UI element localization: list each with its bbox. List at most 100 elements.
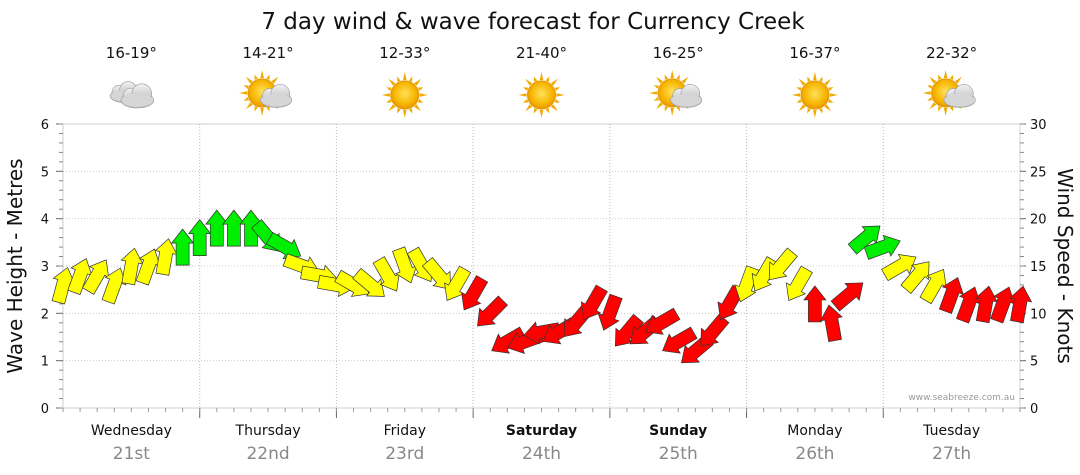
temperature-row: 16-19° 14-21° 12-33° 21-40° 16-25° 16-37° 22-3… (106, 44, 977, 62)
day-temperature: 16-25° (653, 44, 704, 62)
sun-icon (791, 72, 838, 118)
day-name-label: Monday (787, 423, 842, 439)
cloud-shape (670, 84, 703, 108)
y-axis-right: 0 5 10 15 20 25 30 (1020, 118, 1047, 417)
sun-ray (829, 93, 838, 97)
day-temperature: 22-32° (926, 44, 977, 62)
sun-ray (954, 76, 962, 84)
wind-arrow (974, 285, 998, 324)
sun-ray (554, 99, 560, 103)
sun-ray (949, 74, 954, 80)
sun-ray (525, 78, 533, 86)
credit-text: www.seabreeze.com.au (908, 393, 1015, 403)
day-date-label: 23rd (385, 444, 424, 464)
sun-ray (949, 106, 954, 112)
y-axis-left: 0 1 2 3 4 5 6 (41, 118, 63, 417)
cloud-shape (260, 84, 293, 108)
day-name-label: Saturday (506, 423, 577, 439)
y-left-tick-label: 4 (41, 213, 49, 228)
sun-ray (260, 107, 264, 116)
day-name-label: Tuesday (922, 423, 980, 439)
wind-arrow (847, 225, 881, 255)
y-right-tick-label: 5 (1030, 355, 1038, 370)
sun-ray (414, 104, 421, 112)
sun-ray (254, 106, 258, 112)
weather-icon-row (109, 70, 976, 118)
wind-arrow (955, 286, 981, 324)
sun-ray (539, 109, 544, 118)
day-name-label: Wednesday (91, 423, 172, 439)
sun-ray (929, 76, 937, 84)
wind-arrow (938, 276, 964, 314)
wind-arrow (768, 247, 798, 281)
sun-ray (417, 99, 424, 103)
wind-arrow (645, 307, 681, 335)
wind-arrow (421, 257, 451, 290)
sun-ray (556, 93, 565, 97)
sun-ray (523, 87, 529, 91)
sun-ray (796, 87, 802, 91)
wind-arrow (187, 219, 212, 256)
sun-ray (670, 107, 674, 116)
sun-ray (824, 104, 832, 112)
chart-title: 7 day wind & wave forecast for Currency … (261, 9, 805, 35)
sun-ray (676, 74, 680, 80)
sun-ray (807, 108, 811, 114)
sun-ray (533, 108, 538, 114)
sun-ray (254, 74, 258, 80)
sun-ray (938, 106, 942, 112)
wind-arrow (819, 304, 843, 343)
sun-ray (681, 76, 689, 84)
cloud-shape (120, 83, 155, 109)
wind-arrow (461, 275, 489, 311)
wind-arrow (863, 234, 901, 260)
sun-ray (243, 85, 249, 89)
day-name-label: Sunday (649, 423, 707, 439)
sun-ray (381, 93, 390, 97)
sun-ray (927, 97, 933, 101)
day-date-label: 22nd (246, 444, 289, 464)
sun-ray (813, 72, 817, 81)
sun-ray (664, 74, 669, 80)
sun-ray (388, 104, 396, 112)
sun-ray (388, 78, 396, 86)
wind-arrow (700, 313, 730, 347)
sun-ray (929, 102, 937, 110)
sun-ray (656, 76, 663, 84)
sun-ray (397, 76, 401, 82)
wind-arrow (990, 286, 1016, 324)
sun-ray (397, 108, 401, 114)
sun-ray (554, 87, 560, 91)
wind-arrow (135, 248, 161, 286)
wind-arrow (597, 293, 623, 331)
sun-ray (533, 76, 538, 82)
wind-arrow (222, 209, 246, 247)
wind-arrow (170, 228, 195, 266)
sun-ray (819, 76, 823, 82)
day-date-label: 21st (113, 444, 150, 464)
day-temperature: 16-19° (106, 44, 157, 62)
sun-ray (525, 104, 533, 112)
sun-ray (798, 104, 806, 112)
wind-arrow (444, 265, 472, 301)
sun-ray (927, 85, 933, 89)
sun-ray (550, 104, 558, 112)
cloud-fill (121, 93, 153, 107)
sun-ray (408, 76, 413, 82)
sun-ray (649, 91, 658, 95)
day-date-label: 26th (795, 444, 834, 464)
sun-ray (386, 99, 392, 103)
wind-arrow (392, 246, 418, 284)
y-left-tick-label: 1 (41, 355, 49, 370)
day-temperature: 21-40° (516, 44, 567, 62)
y-left-tick-label: 0 (41, 402, 49, 417)
day-name-label: Friday (384, 423, 426, 439)
x-axis-days: Wednesday 21st Thursday 22nd Friday 23rd Satur… (91, 423, 980, 464)
wind-arrow (803, 285, 827, 323)
wind-arrow (205, 209, 229, 247)
wind-arrow (900, 261, 930, 294)
wind-arrow (239, 209, 263, 247)
y-right-tick-label: 15 (1030, 260, 1047, 275)
sun-ray (245, 76, 253, 84)
sun-ray (403, 109, 407, 118)
